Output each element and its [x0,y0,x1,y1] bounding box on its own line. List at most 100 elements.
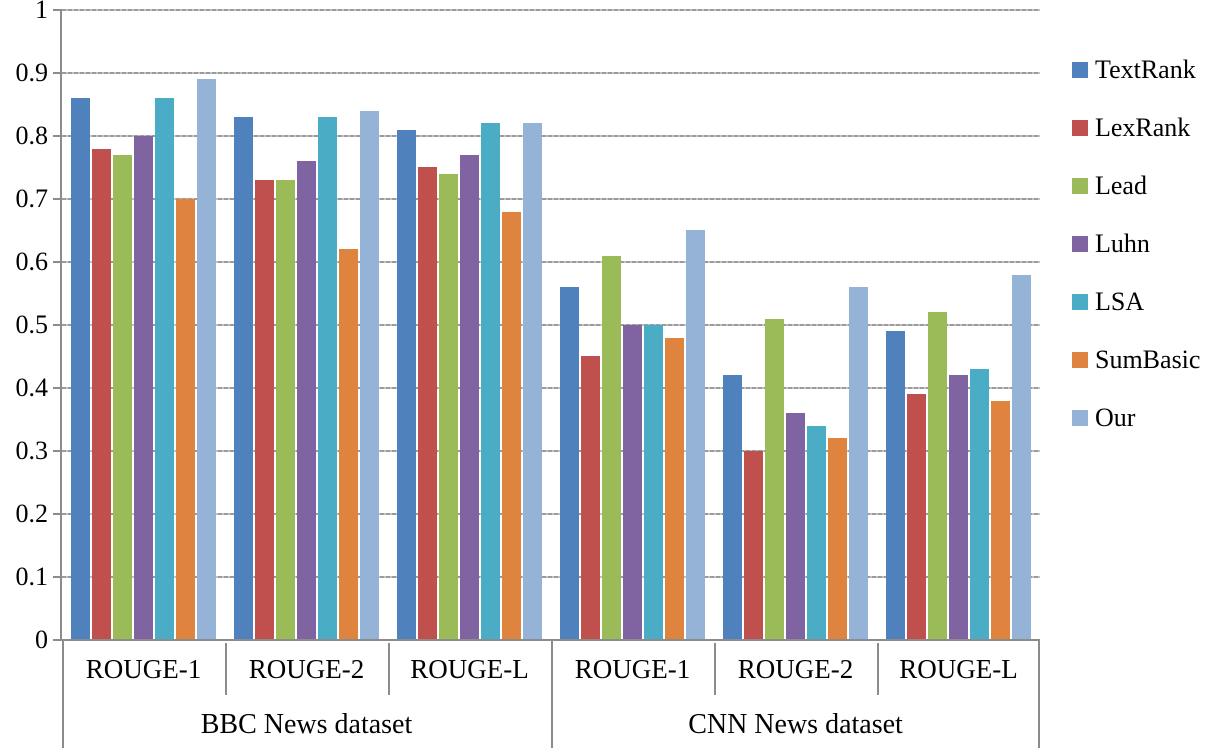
legend-swatch-icon [1072,410,1088,426]
bar-lsa [318,117,337,640]
bar-group-rouge-2 [714,10,877,640]
legend-label: TextRank [1095,55,1196,84]
legend-item-lsa: LSA [1072,287,1200,316]
bar-sumbasic [665,338,684,640]
y-axis-tick-label: 0.6 [15,247,49,276]
bar-luhn [460,155,479,640]
legend-swatch-icon [1072,236,1088,252]
y-axis-tick [53,135,62,137]
bar-group-rouge-1 [62,10,225,640]
legend-swatch-icon [1072,294,1088,310]
legend-item-sumbasic: SumBasic [1072,345,1201,374]
y-axis-tick [53,198,62,200]
y-axis-tick-label: 1 [35,0,48,24]
bar-lsa [807,426,826,640]
legend-label: Lead [1095,171,1147,200]
y-axis-tick [53,576,62,578]
legend-swatch-icon [1072,352,1088,368]
metric-separator-line [877,643,879,695]
bar-lexrank [418,167,437,640]
legend-item-lexrank: LexRank [1072,113,1200,142]
category-boundary-line [62,640,64,748]
legend: TextRank LexRank Lead Luhn LSA SumBasic Our [1072,55,1201,462]
bar-our [686,230,705,640]
x-axis-metric-label: ROUGE-2 [248,653,365,684]
y-axis-tick [53,450,62,452]
bar-luhn [786,413,805,640]
bar-textrank [234,117,253,640]
bar-our [1012,275,1031,640]
legend-swatch-icon [1072,120,1088,136]
legend-item-luhn: Luhn [1072,229,1200,258]
legend-label: LexRank [1095,113,1191,142]
legend-item-textrank: TextRank [1072,55,1200,84]
bar-group-rouge-2 [225,10,388,640]
legend-label: SumBasic [1095,345,1201,374]
legend-item-lead: Lead [1072,171,1200,200]
bar-group-rouge-l [388,10,551,640]
bar-lexrank [907,394,926,640]
gridline [62,324,1040,326]
legend-item-our: Our [1072,403,1200,432]
y-axis-tick [53,324,62,326]
bar-textrank [71,98,90,640]
x-axis-metric-label: ROUGE-L [899,653,1018,684]
bar-lsa [155,98,174,640]
bar-lead [928,312,947,640]
y-axis-tick [53,261,62,263]
bar-lexrank [581,356,600,640]
legend-label: LSA [1095,287,1145,316]
bar-lsa [481,123,500,640]
bar-lsa [644,325,663,640]
bar-luhn [297,161,316,640]
gridline [62,9,1040,11]
legend-swatch-icon [1072,178,1088,194]
bar-group-rouge-1 [551,10,714,640]
legend-label: Our [1095,403,1136,432]
x-axis-dataset-label: BBC News dataset [200,709,413,740]
bar-lead [602,256,621,640]
bar-lexrank [92,149,111,640]
gridline [62,576,1040,578]
bar-our [197,79,216,640]
y-axis-tick-label: 0.2 [15,499,49,528]
bar-textrank [886,331,905,640]
category-boundary-line [1038,640,1040,748]
gridline [62,513,1040,515]
bar-lsa [970,369,989,640]
bar-sumbasic [828,438,847,640]
x-axis-dataset-label: CNN News dataset [688,709,903,740]
bar-textrank [397,130,416,640]
bar-luhn [949,375,968,640]
bar-lead [439,174,458,640]
y-axis-tick-label: 0.8 [15,121,49,150]
y-axis-tick-label: 0.7 [15,184,49,213]
bar-our [523,123,542,640]
gridline [62,198,1040,200]
bar-sumbasic [176,199,195,640]
bar-textrank [560,287,579,640]
y-axis-tick-label: 0.5 [15,310,49,339]
bar-group-rouge-l [877,10,1040,640]
bar-lead [276,180,295,640]
y-axis-line [60,10,62,640]
bar-lexrank [255,180,274,640]
legend-swatch-icon [1072,62,1088,78]
bar-our [360,111,379,640]
gridline [62,135,1040,137]
x-axis-metric-label: ROUGE-1 [85,653,202,684]
bar-sumbasic [502,212,521,640]
metric-separator-line [714,643,716,695]
bar-sumbasic [339,249,358,640]
gridline [62,72,1040,74]
x-axis-metric-label: ROUGE-1 [574,653,691,684]
y-axis-tick-label: 0 [35,625,48,654]
y-axis-tick-label: 0.4 [15,373,49,402]
y-axis-tick [53,387,62,389]
y-axis-tick-label: 0.1 [15,562,49,591]
y-axis-tick [53,9,62,11]
metric-separator-line [388,643,390,695]
y-axis-tick-label: 0.9 [15,58,49,87]
bar-luhn [134,136,153,640]
